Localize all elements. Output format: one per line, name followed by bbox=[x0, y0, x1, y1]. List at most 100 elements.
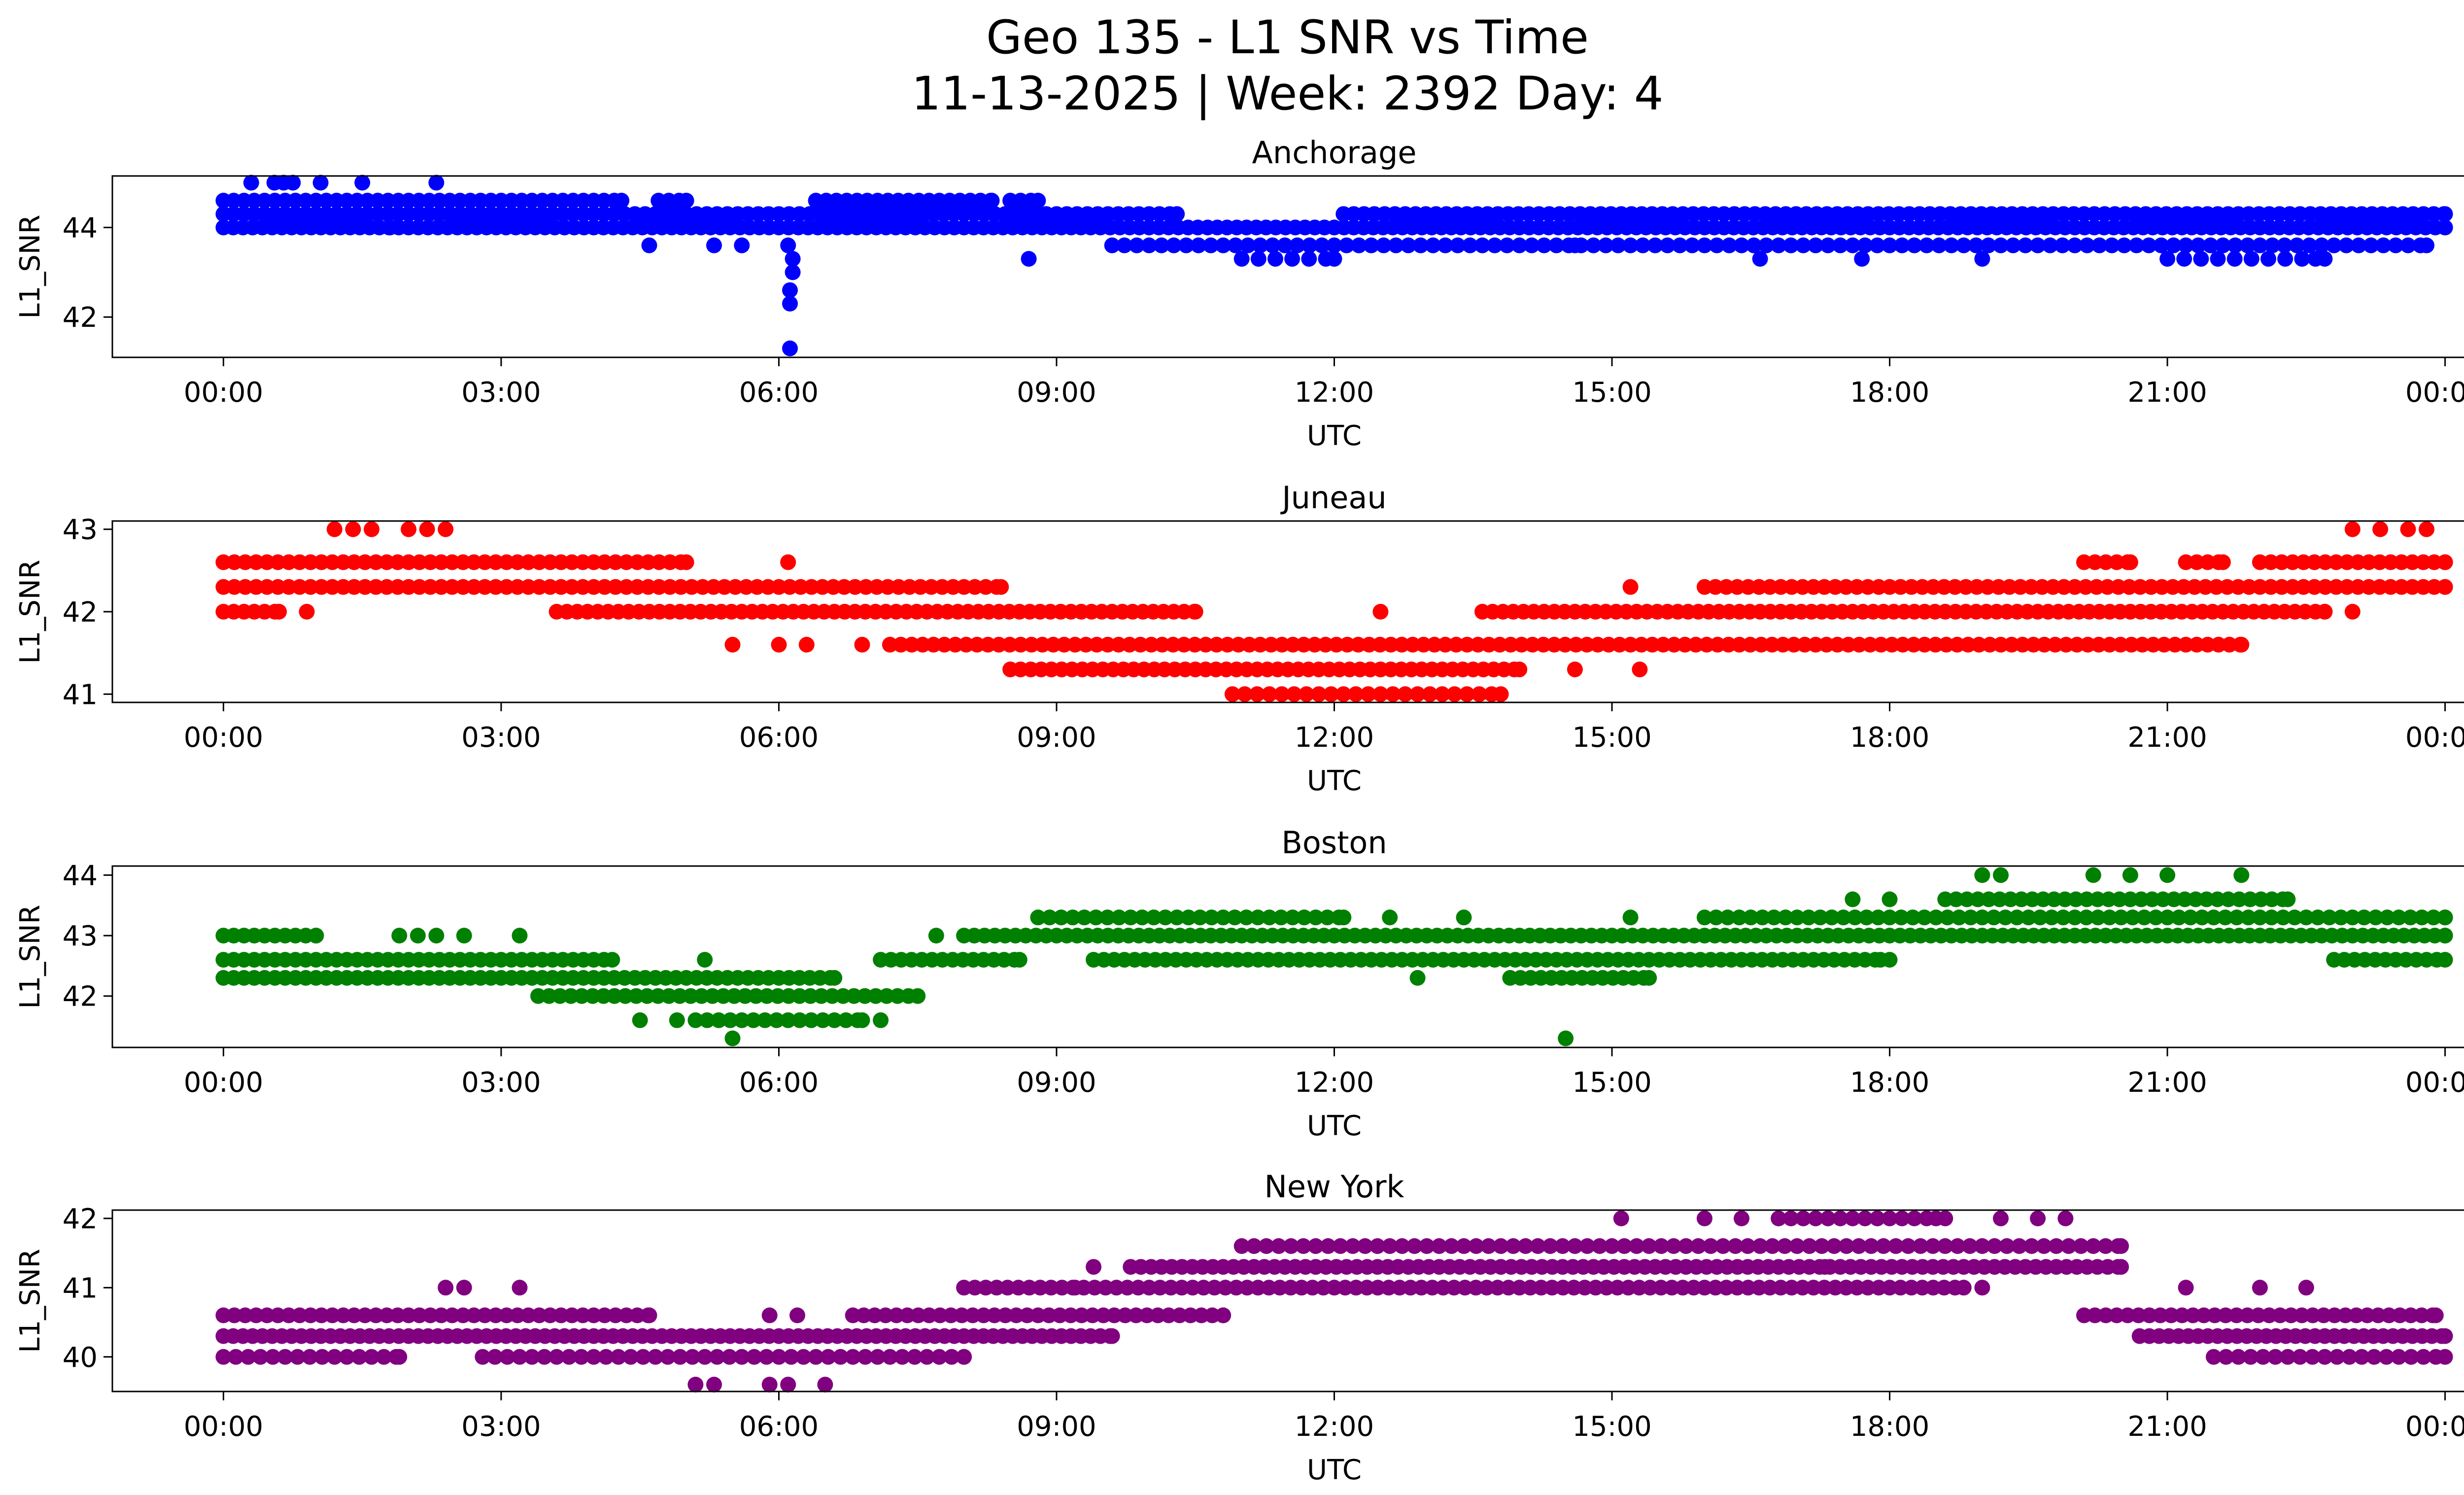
data-point bbox=[1620, 1280, 1637, 1296]
data-point bbox=[802, 988, 819, 1004]
data-point bbox=[622, 1349, 639, 1365]
data-point bbox=[1217, 1280, 1233, 1296]
data-point bbox=[2058, 636, 2074, 653]
data-point bbox=[2054, 237, 2071, 253]
data-point bbox=[1262, 686, 1277, 702]
data-point bbox=[1471, 686, 1487, 702]
data-point bbox=[628, 988, 644, 1004]
data-point bbox=[1328, 636, 1344, 653]
data-point bbox=[542, 554, 558, 570]
data-point bbox=[1238, 909, 1255, 926]
data-point bbox=[2044, 909, 2060, 926]
data-point bbox=[1536, 237, 1552, 253]
data-point bbox=[2264, 237, 2280, 253]
data-point bbox=[303, 1307, 319, 1323]
data-point bbox=[978, 1280, 994, 1296]
data-point bbox=[428, 174, 445, 191]
data-point bbox=[1576, 1280, 1593, 1296]
data-point bbox=[1157, 909, 1173, 926]
data-point bbox=[1991, 891, 2008, 907]
data-point bbox=[780, 237, 796, 253]
data-point bbox=[1501, 1280, 1517, 1296]
data-point bbox=[2228, 1307, 2245, 1323]
data-point bbox=[1187, 636, 1203, 653]
data-point bbox=[2122, 891, 2138, 907]
data-point bbox=[1696, 1280, 1712, 1296]
data-point bbox=[2239, 237, 2256, 253]
data-point bbox=[1708, 579, 1723, 595]
data-point bbox=[975, 1307, 992, 1323]
data-point bbox=[364, 521, 379, 537]
data-point bbox=[1317, 636, 1334, 653]
data-point bbox=[687, 1012, 704, 1028]
data-point bbox=[610, 1349, 626, 1365]
x-tick-label: 21:00 bbox=[2127, 1411, 2207, 1443]
data-point bbox=[259, 1307, 275, 1323]
data-point bbox=[1459, 686, 1475, 702]
data-point bbox=[2067, 909, 2083, 926]
y-tick-label: 44 bbox=[63, 212, 98, 244]
data-point bbox=[1119, 1280, 1135, 1296]
data-point bbox=[541, 988, 557, 1004]
data-point bbox=[1382, 909, 1398, 926]
data-point bbox=[984, 193, 1000, 209]
data-point bbox=[2383, 554, 2399, 570]
data-point bbox=[2437, 219, 2453, 236]
data-point bbox=[1869, 1210, 1885, 1226]
data-point bbox=[308, 928, 324, 944]
data-point bbox=[1153, 237, 1169, 253]
data-point bbox=[662, 554, 678, 570]
data-point bbox=[1773, 579, 1789, 595]
data-point bbox=[1557, 636, 1573, 653]
data-point bbox=[277, 1349, 293, 1365]
data-point bbox=[1795, 237, 1812, 253]
data-point bbox=[1653, 1238, 1670, 1254]
data-point bbox=[1163, 1280, 1179, 1296]
data-point bbox=[879, 988, 895, 1004]
data-point bbox=[1548, 237, 1565, 253]
data-point bbox=[1820, 237, 1836, 253]
data-point bbox=[1816, 1280, 1832, 1296]
data-point bbox=[285, 174, 301, 191]
data-point bbox=[2280, 891, 2296, 907]
data-point bbox=[1490, 1280, 1506, 1296]
data-point bbox=[2215, 554, 2231, 570]
data-point bbox=[2153, 237, 2169, 253]
data-point bbox=[2383, 579, 2399, 595]
data-point bbox=[1360, 686, 1376, 702]
figure-title: Geo 135 - L1 SNR vs Time 11-13-2025 | We… bbox=[0, 10, 2464, 122]
data-point bbox=[438, 521, 454, 537]
data-point bbox=[699, 1012, 715, 1028]
data-point bbox=[2116, 237, 2132, 253]
data-point bbox=[2255, 1349, 2271, 1365]
data-point bbox=[2002, 891, 2019, 907]
data-point bbox=[487, 554, 504, 570]
data-point bbox=[2078, 909, 2094, 926]
data-point bbox=[2174, 1307, 2190, 1323]
data-point bbox=[248, 579, 264, 595]
data-point bbox=[391, 1349, 408, 1365]
data-point bbox=[1178, 237, 1194, 253]
data-point bbox=[2145, 636, 2161, 653]
data-point bbox=[2210, 251, 2226, 267]
data-point bbox=[326, 1349, 342, 1365]
data-point bbox=[1974, 1280, 1990, 1296]
data-point bbox=[759, 988, 775, 1004]
data-point bbox=[530, 988, 547, 1004]
data-point bbox=[785, 264, 801, 280]
x-tick-label: 12:00 bbox=[1295, 722, 1374, 754]
data-point bbox=[1274, 686, 1290, 702]
data-point bbox=[1696, 909, 1712, 926]
data-point bbox=[2215, 237, 2231, 253]
data-point bbox=[724, 1030, 741, 1046]
data-point bbox=[782, 579, 798, 595]
data-point bbox=[2391, 909, 2407, 926]
data-point bbox=[1599, 1280, 1614, 1296]
data-point bbox=[1517, 1238, 1534, 1254]
data-point bbox=[1993, 1210, 2009, 1226]
data-point bbox=[1106, 1307, 1123, 1323]
data-point bbox=[721, 1349, 738, 1365]
data-point bbox=[923, 579, 939, 595]
data-point bbox=[574, 988, 590, 1004]
data-point bbox=[1301, 251, 1317, 267]
